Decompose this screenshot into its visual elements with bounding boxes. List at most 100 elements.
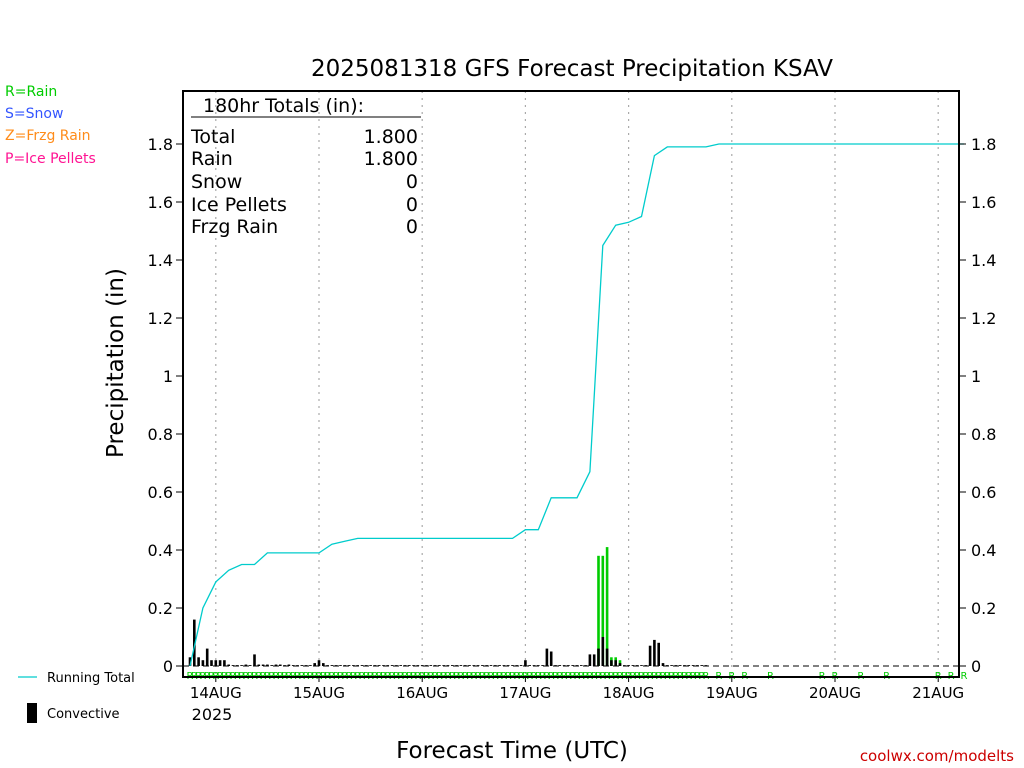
convective-bar <box>631 665 635 666</box>
convective-bar <box>678 665 682 666</box>
convective-bar <box>390 665 394 666</box>
legend-running-total-label: Running Total <box>47 671 135 686</box>
convective-bar <box>459 665 463 666</box>
convective-bar <box>339 665 342 666</box>
totals-snow-label: Snow <box>191 171 242 193</box>
convective-bar <box>618 663 622 666</box>
convective-bar <box>244 664 248 666</box>
x-axis-label: Forecast Time (UTC) <box>396 738 628 764</box>
convective-bar <box>197 657 200 666</box>
convective-bar <box>468 665 471 666</box>
convective-bar <box>377 665 381 666</box>
precip-bar <box>605 547 609 666</box>
totals-ice-pellets-label: Ice Pellets <box>191 194 287 216</box>
y-tick-label-left: 1.8 <box>148 135 173 154</box>
convective-bar <box>253 654 256 666</box>
convective-bar <box>511 665 514 666</box>
convective-bar <box>369 665 372 666</box>
convective-bar <box>528 665 531 666</box>
legend-convective-swatch <box>27 703 37 723</box>
legend-frzg-rain: Z=Frzg Rain <box>5 128 91 144</box>
x-tick-label: 14AUG <box>190 684 242 702</box>
convective-bar <box>601 637 605 666</box>
totals-total-label: Total <box>190 126 235 148</box>
convective-bar <box>580 665 583 666</box>
x-tick-label: 21AUG <box>912 684 964 702</box>
y-tick-label-right: 0 <box>971 657 981 676</box>
y-ticks: 0 00.2 0.20.4 0.40.6 0.60.8 0.81 11.2 1.21.4 1.4… <box>148 135 997 676</box>
y-tick-label-right: 1.6 <box>971 193 996 212</box>
convective-bar <box>549 651 553 666</box>
convective-bar <box>429 665 433 666</box>
running-total-line <box>189 143 964 667</box>
convective-bar <box>274 664 278 666</box>
convective-bar <box>653 639 656 666</box>
totals-header: 180hr Totals (in): <box>203 95 364 117</box>
convective-bar <box>270 665 273 666</box>
convective-bar <box>519 665 523 666</box>
totals-frzg-rain-label: Frzg Rain <box>191 216 278 238</box>
totals-frzg-rain-value: 0 <box>406 216 418 238</box>
plot-frame <box>182 90 960 678</box>
convective-bar <box>588 654 592 666</box>
convective-bar <box>524 660 527 666</box>
convective-bar <box>481 665 484 666</box>
y-tick-label-left: 1.2 <box>148 309 173 328</box>
convective-bar <box>210 660 213 666</box>
convective-bar <box>322 663 325 666</box>
y-tick-label-right: 0.6 <box>971 483 996 502</box>
precip-bar <box>597 555 600 666</box>
convective-bar <box>571 665 574 666</box>
x-tick-label: 15AUG <box>293 684 345 702</box>
convective-bar <box>498 665 501 666</box>
totals-total-value: 1.800 <box>364 126 418 148</box>
convective-bar <box>700 665 703 666</box>
convective-bar <box>451 665 454 666</box>
convective-bar <box>541 665 544 666</box>
y-tick-label-right: 0.2 <box>971 599 996 618</box>
convective-bar <box>605 648 609 666</box>
y-tick-label-left: 0.4 <box>148 541 173 560</box>
convective-bar <box>201 660 205 666</box>
precip-bars <box>188 547 708 666</box>
convective-bar <box>266 664 269 666</box>
convective-bar <box>287 664 291 666</box>
convective-bar <box>261 664 265 666</box>
convective-bar <box>597 648 600 666</box>
x-tick-label: 19AUG <box>706 684 758 702</box>
convective-bar <box>279 664 282 666</box>
convective-bar <box>240 665 243 666</box>
legend-rain: R=Rain <box>5 84 57 100</box>
y-axis-label: Precipitation (in) <box>103 268 129 458</box>
x-tick-label: 18AUG <box>603 684 655 702</box>
convective-bar <box>670 665 673 666</box>
x-tick-label: 16AUG <box>396 684 448 702</box>
totals-rain-label: Rain <box>191 148 233 170</box>
convective-bar <box>205 648 209 666</box>
convective-bar <box>558 665 562 666</box>
rain-marker: R <box>961 671 968 682</box>
y-tick-label-left: 1 <box>163 367 173 386</box>
x-year-label: 2025 <box>192 705 233 724</box>
y-tick-label-right: 0.4 <box>971 541 996 560</box>
convective-bar <box>193 619 196 666</box>
legend-convective-label: Convective <box>47 707 120 722</box>
convective-bar <box>420 665 424 666</box>
convective-bar <box>438 665 441 666</box>
convective-bar <box>317 660 321 666</box>
convective-bar <box>545 648 549 666</box>
convective-bar <box>360 665 364 666</box>
totals-snow-value: 0 <box>406 171 418 193</box>
y-tick-label-left: 1.6 <box>148 193 173 212</box>
convective-bar <box>300 665 304 666</box>
y-tick-label-right: 0.8 <box>971 425 996 444</box>
convective-bar <box>489 665 493 666</box>
convective-bar <box>648 645 652 666</box>
totals-box: 180hr Totals (in): Total 1.800 Rain 1.80… <box>190 95 421 238</box>
convective-bar <box>214 660 218 666</box>
x-tick-label: 17AUG <box>499 684 551 702</box>
convective-bar <box>313 663 316 666</box>
y-tick-label-left: 0 <box>163 657 173 676</box>
convective-bar <box>408 665 411 666</box>
